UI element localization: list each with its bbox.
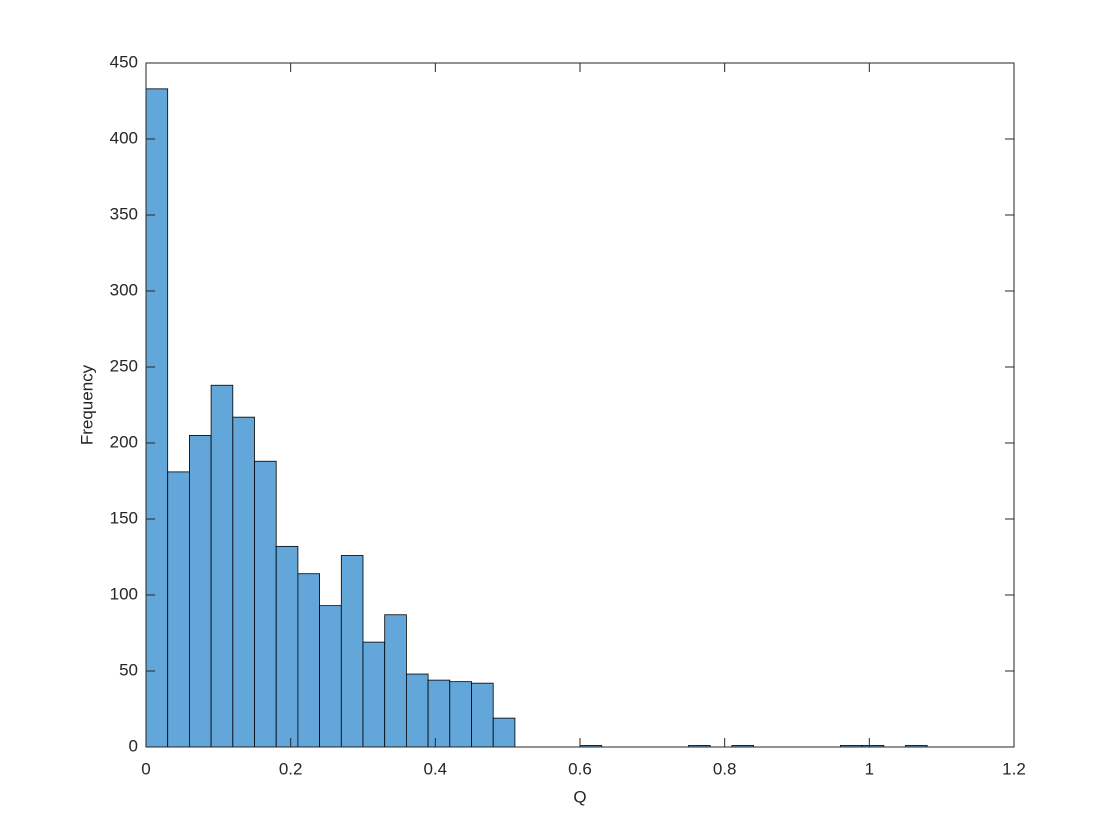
bar [188, 434, 212, 748]
x-tick-label: 0.6 [568, 759, 592, 778]
y-tick-label: 300 [110, 280, 138, 299]
bar [297, 573, 320, 748]
bar [232, 416, 255, 748]
y-tick-label: 150 [110, 508, 138, 527]
bar [254, 460, 277, 748]
bar [449, 681, 472, 748]
y-tick-label: 250 [110, 356, 138, 375]
bar [145, 88, 169, 748]
y-tick-label: 0 [129, 736, 138, 755]
bar [427, 679, 451, 748]
bar [492, 717, 516, 748]
x-tick-label: 0.2 [279, 759, 303, 778]
y-tick-label: 450 [110, 52, 138, 71]
bar [384, 614, 407, 748]
y-tick-label: 100 [110, 584, 138, 603]
y-tick-label: 50 [119, 660, 138, 679]
y-tick-label: 200 [110, 432, 138, 451]
x-tick-label: 1.2 [1002, 759, 1026, 778]
bar [471, 682, 494, 748]
x-tick-label: 0.4 [424, 759, 448, 778]
bar [405, 673, 429, 748]
bar [275, 545, 299, 748]
y-tick-label: 350 [110, 204, 138, 223]
y-tick-label: 400 [110, 128, 138, 147]
x-tick-label: 0.8 [713, 759, 737, 778]
bar [362, 641, 386, 748]
y-axis-label: Frequency [77, 364, 96, 445]
x-axis-label: Q [573, 787, 586, 806]
bar [167, 471, 190, 748]
bar [319, 605, 342, 748]
x-tick-label: 1 [865, 759, 874, 778]
bar [340, 555, 364, 748]
bar [210, 384, 234, 748]
x-tick-label: 0 [141, 759, 150, 778]
